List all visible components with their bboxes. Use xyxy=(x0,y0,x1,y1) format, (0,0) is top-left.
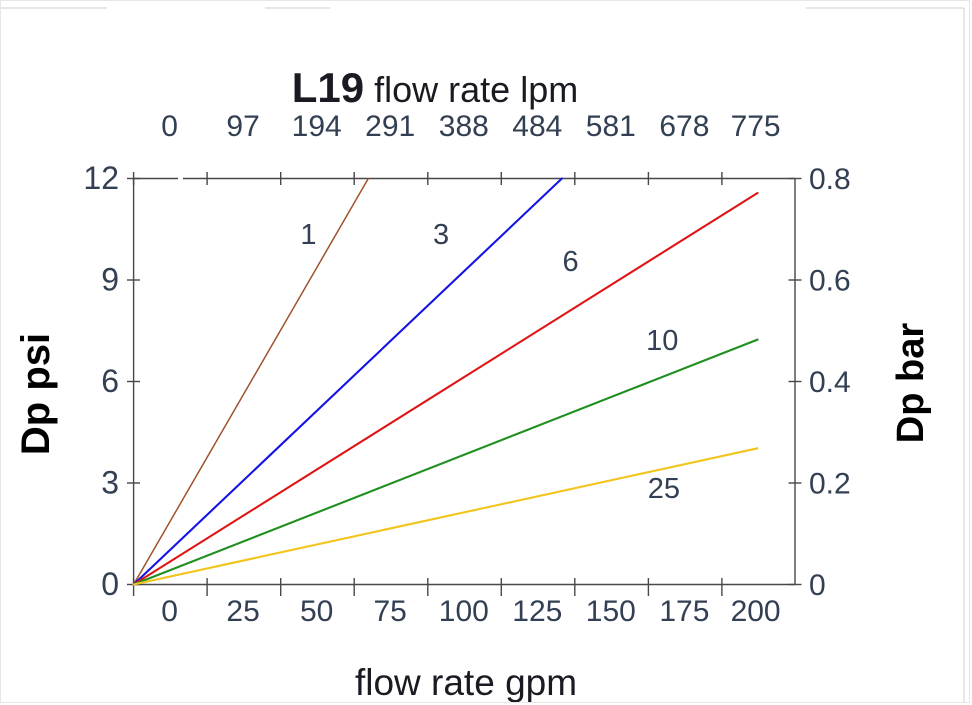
svg-text:100: 100 xyxy=(439,595,489,628)
svg-text:0.2: 0.2 xyxy=(809,468,851,501)
svg-text:L19 flow rate lpm: L19 flow rate lpm xyxy=(292,64,578,111)
svg-text:10: 10 xyxy=(646,325,678,357)
svg-text:75: 75 xyxy=(374,595,407,628)
svg-text:0: 0 xyxy=(809,569,826,602)
svg-text:3: 3 xyxy=(101,465,119,501)
svg-text:0: 0 xyxy=(161,110,178,143)
svg-text:25: 25 xyxy=(648,473,680,505)
svg-text:0.6: 0.6 xyxy=(809,265,851,298)
svg-text:0.4: 0.4 xyxy=(809,366,851,399)
svg-text:9: 9 xyxy=(101,262,119,298)
svg-text:0: 0 xyxy=(101,566,119,602)
svg-text:6: 6 xyxy=(563,246,579,278)
svg-text:Dp psi: Dp psi xyxy=(14,333,58,455)
svg-text:50: 50 xyxy=(300,595,333,628)
svg-text:484: 484 xyxy=(512,110,562,143)
svg-text:12: 12 xyxy=(83,160,119,196)
svg-text:125: 125 xyxy=(512,595,562,628)
svg-text:1: 1 xyxy=(300,219,316,251)
svg-text:6: 6 xyxy=(101,363,119,399)
svg-text:581: 581 xyxy=(586,110,636,143)
svg-text:0: 0 xyxy=(161,595,178,628)
svg-text:388: 388 xyxy=(439,110,489,143)
svg-text:775: 775 xyxy=(731,110,781,143)
svg-text:97: 97 xyxy=(226,110,259,143)
svg-text:3: 3 xyxy=(433,219,449,251)
svg-text:175: 175 xyxy=(659,595,709,628)
svg-text:0.8: 0.8 xyxy=(809,163,851,196)
svg-text:291: 291 xyxy=(365,110,415,143)
svg-text:flow rate gpm: flow rate gpm xyxy=(355,662,577,703)
svg-text:678: 678 xyxy=(659,110,709,143)
svg-text:25: 25 xyxy=(226,595,259,628)
svg-text:150: 150 xyxy=(586,595,636,628)
svg-text:194: 194 xyxy=(292,110,342,143)
svg-text:200: 200 xyxy=(731,595,781,628)
svg-text:Dp bar: Dp bar xyxy=(890,323,932,444)
